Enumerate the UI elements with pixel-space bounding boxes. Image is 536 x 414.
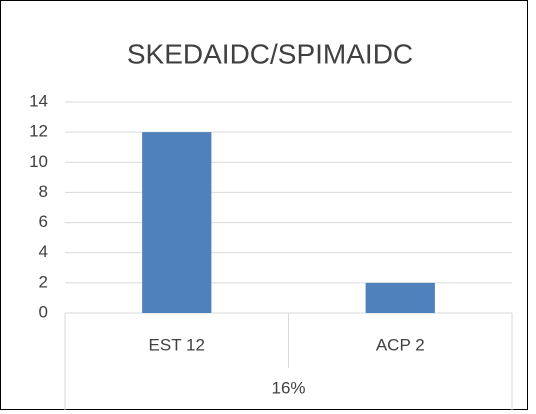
bar	[365, 282, 435, 313]
y-tick-label: 0	[39, 302, 48, 321]
y-tick-label: 8	[39, 182, 48, 201]
y-tick-label: 14	[29, 91, 48, 110]
y-tick-label: 4	[39, 242, 48, 261]
y-tick-label: 12	[29, 122, 48, 141]
x-tick-label: ACP 2	[376, 335, 425, 354]
y-tick-label: 10	[29, 152, 48, 171]
chart-border	[0, 0, 528, 410]
y-tick-label: 2	[39, 272, 48, 291]
bar	[142, 132, 212, 313]
y-tick-label: 6	[39, 212, 48, 231]
x-tick-label: EST 12	[149, 335, 205, 354]
chart-title: SKEDAIDC/SPIMAIDC	[127, 38, 413, 69]
group-label: 16%	[271, 378, 305, 397]
